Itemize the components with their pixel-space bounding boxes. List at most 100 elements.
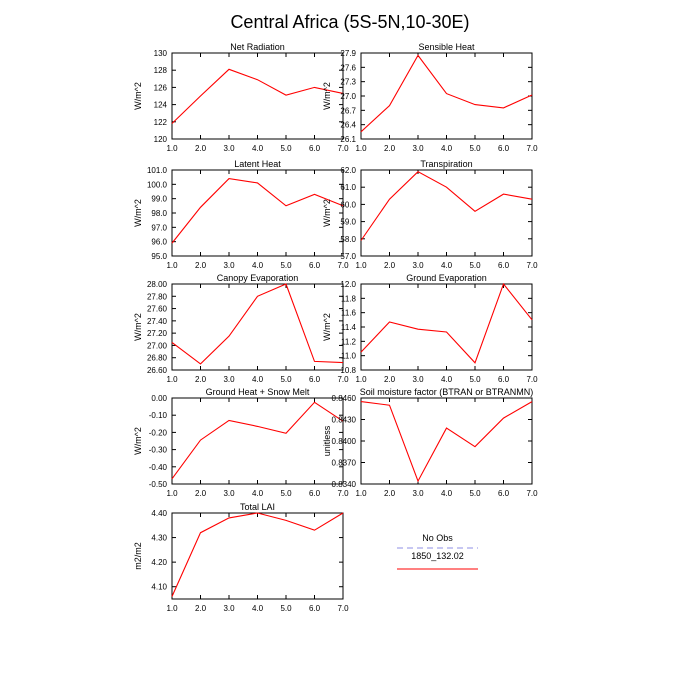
series-line bbox=[171, 283, 344, 365]
x-tick-label: 4.0 bbox=[252, 375, 264, 384]
panel-title: Soil moisture factor (BTRAN or BTRANMN) bbox=[360, 387, 534, 397]
panel-3: Latent Heat W/m^2 1.0 2.0 3.0 4.0 5.0 6.0 7.0 95.… bbox=[133, 159, 349, 270]
panel-title: Ground Evaporation bbox=[406, 273, 487, 283]
y-axis-label: unitless bbox=[322, 425, 332, 456]
series-line bbox=[171, 178, 344, 244]
x-tick-label: 3.0 bbox=[223, 489, 235, 498]
series-line bbox=[171, 512, 344, 597]
y-axis-label: m2/m2 bbox=[133, 542, 143, 570]
y-tick-label: 26.80 bbox=[147, 354, 168, 363]
x-tick-label: 6.0 bbox=[498, 144, 510, 153]
plot-frame bbox=[360, 397, 533, 485]
x-tick-label: 4.0 bbox=[252, 489, 264, 498]
x-tick-label: 7.0 bbox=[337, 375, 349, 384]
panel-title: Transpiration bbox=[420, 159, 472, 169]
y-tick-label: 4.30 bbox=[151, 534, 167, 543]
panel-title: Total LAI bbox=[240, 502, 275, 512]
y-tick-label: 96.0 bbox=[151, 238, 167, 247]
plot-frame bbox=[171, 397, 344, 485]
y-tick-label: 0.8400 bbox=[332, 437, 357, 446]
y-tick-label: 0.8340 bbox=[332, 480, 357, 489]
x-tick-label: 4.0 bbox=[441, 144, 453, 153]
panel-8: Soil moisture factor (BTRAN or BTRANMN) u… bbox=[322, 387, 538, 498]
y-tick-label: 4.20 bbox=[151, 558, 167, 567]
y-tick-label: 97.0 bbox=[151, 223, 167, 232]
y-axis-label: W/m^2 bbox=[133, 199, 143, 227]
series-line bbox=[360, 171, 533, 241]
x-tick-label: 6.0 bbox=[498, 489, 510, 498]
x-tick-label: 6.0 bbox=[309, 144, 321, 153]
y-tick-label: 27.9 bbox=[340, 49, 356, 58]
y-tick-label: 10.8 bbox=[340, 366, 356, 375]
figure-title: Central Africa (5S-5N,10-30E) bbox=[230, 12, 469, 32]
x-tick-label: 5.0 bbox=[280, 489, 292, 498]
panel-9: Total LAI m2/m2 1.0 2.0 3.0 4.0 5.0 6.0 7.0 4.10 4… bbox=[133, 502, 349, 613]
series-line bbox=[360, 401, 533, 483]
x-tick-label: 2.0 bbox=[384, 375, 396, 384]
x-tick-label: 4.0 bbox=[252, 604, 264, 613]
y-tick-label: 11.0 bbox=[341, 352, 357, 361]
x-tick-label: 2.0 bbox=[195, 261, 207, 270]
x-tick-label: 5.0 bbox=[280, 604, 292, 613]
x-tick-label: 2.0 bbox=[195, 489, 207, 498]
y-tick-label: 11.2 bbox=[341, 337, 357, 346]
y-tick-label: 98.0 bbox=[151, 209, 167, 218]
x-tick-label: 7.0 bbox=[337, 604, 349, 613]
x-tick-label: 1.0 bbox=[166, 261, 178, 270]
y-tick-label: 100.0 bbox=[147, 180, 168, 189]
x-tick-label: 5.0 bbox=[280, 261, 292, 270]
x-tick-label: 2.0 bbox=[195, 144, 207, 153]
panel-title: Sensible Heat bbox=[418, 42, 475, 52]
x-tick-label: 7.0 bbox=[337, 144, 349, 153]
plot-frame bbox=[171, 52, 344, 140]
series-line bbox=[360, 54, 533, 133]
x-tick-label: 6.0 bbox=[309, 489, 321, 498]
x-tick-label: 1.0 bbox=[355, 144, 367, 153]
x-tick-label: 1.0 bbox=[355, 489, 367, 498]
x-tick-label: 6.0 bbox=[309, 375, 321, 384]
series-line bbox=[171, 401, 344, 480]
y-axis-label: W/m^2 bbox=[322, 82, 332, 110]
panel-1: Net Radiation W/m^2 1.0 2.0 3.0 4.0 5.0 6.0 7.0 1… bbox=[133, 42, 349, 153]
x-tick-label: 3.0 bbox=[223, 375, 235, 384]
x-tick-label: 2.0 bbox=[195, 604, 207, 613]
y-tick-label: 59.0 bbox=[340, 218, 356, 227]
y-tick-label: 27.00 bbox=[147, 341, 168, 350]
legend: No Obs 1850_132.02 bbox=[397, 533, 478, 570]
y-tick-label: 11.4 bbox=[341, 323, 357, 332]
x-tick-label: 6.0 bbox=[498, 375, 510, 384]
y-axis-label: W/m^2 bbox=[133, 82, 143, 110]
plot-frame bbox=[171, 512, 344, 600]
x-tick-label: 4.0 bbox=[252, 144, 264, 153]
x-tick-label: 3.0 bbox=[412, 144, 424, 153]
x-tick-label: 1.0 bbox=[166, 604, 178, 613]
y-tick-label: -0.10 bbox=[149, 411, 168, 420]
y-tick-label: 26.4 bbox=[340, 121, 356, 130]
y-tick-label: 12.0 bbox=[340, 280, 356, 289]
y-tick-label: 26.60 bbox=[147, 366, 168, 375]
x-tick-label: 7.0 bbox=[526, 261, 538, 270]
x-tick-label: 3.0 bbox=[412, 375, 424, 384]
y-tick-label: 27.20 bbox=[147, 329, 168, 338]
y-tick-label: 0.00 bbox=[151, 394, 167, 403]
y-tick-label: 128 bbox=[154, 66, 168, 75]
x-tick-label: 2.0 bbox=[195, 375, 207, 384]
y-tick-label: 62.0 bbox=[340, 166, 356, 175]
y-tick-label: 26.1 bbox=[340, 135, 356, 144]
y-tick-label: -0.30 bbox=[149, 446, 168, 455]
x-tick-label: 5.0 bbox=[469, 261, 481, 270]
y-tick-label: 122 bbox=[154, 118, 168, 127]
y-tick-label: 61.0 bbox=[340, 183, 356, 192]
y-tick-label: 11.6 bbox=[341, 309, 357, 318]
y-axis-label: W/m^2 bbox=[322, 199, 332, 227]
panel-title: Ground Heat + Snow Melt bbox=[206, 387, 310, 397]
x-tick-label: 5.0 bbox=[469, 144, 481, 153]
x-tick-label: 1.0 bbox=[355, 375, 367, 384]
x-tick-label: 5.0 bbox=[469, 375, 481, 384]
x-tick-label: 4.0 bbox=[252, 261, 264, 270]
x-tick-label: 5.0 bbox=[280, 375, 292, 384]
x-tick-label: 3.0 bbox=[223, 261, 235, 270]
x-tick-label: 6.0 bbox=[309, 604, 321, 613]
